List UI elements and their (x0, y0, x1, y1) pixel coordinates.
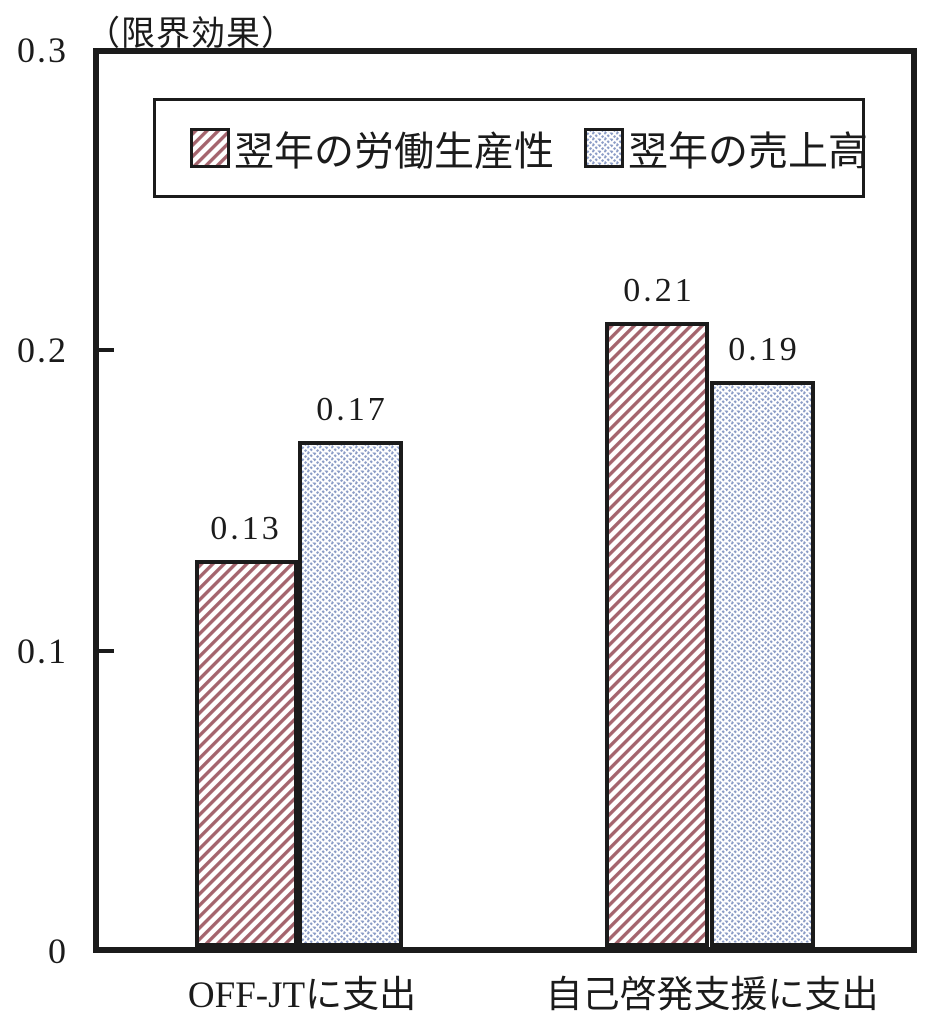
bar-selfdev-sales (710, 381, 815, 947)
legend: 翌年の労働生産性 翌年の売上高 (153, 98, 868, 198)
bar-selfdev-productivity (605, 321, 709, 947)
legend-label-sales: 翌年の売上高 (628, 129, 868, 174)
y-axis-title: （限界効果） (86, 16, 296, 53)
bar-offjt-sales (298, 440, 403, 947)
y-tick-label-03: 0.3 (17, 30, 68, 70)
value-label-offjt-sales: 0.17 (316, 390, 388, 428)
legend-swatch-blue-weave-icon (584, 128, 624, 168)
value-label-selfdev-sales: 0.19 (728, 331, 800, 369)
y-tick-mark-01 (99, 649, 114, 653)
y-tick-label-02: 0.2 (17, 330, 68, 370)
legend-swatch-red-hatch-icon (190, 128, 230, 168)
plot-area: 翌年の労働生産性 翌年の売上高 0.13 0.17 0.21 0.19 (93, 48, 917, 953)
legend-item-sales: 翌年の売上高 (584, 119, 868, 177)
x-axis-label-selfdev: 自己啓発支援に支出 (545, 975, 879, 1016)
bar-offjt-productivity (195, 560, 298, 947)
y-tick-label-0: 0 (48, 931, 68, 971)
legend-label-productivity: 翌年の労働生産性 (234, 129, 554, 174)
y-tick-label-01: 0.1 (17, 631, 68, 671)
y-tick-mark-02 (99, 348, 114, 352)
legend-item-productivity: 翌年の労働生産性 (190, 119, 554, 177)
x-axis-label-offjt: OFF-JTに支出 (187, 975, 417, 1016)
value-label-offjt-productivity: 0.13 (210, 510, 282, 548)
value-label-selfdev-productivity: 0.21 (623, 271, 695, 309)
